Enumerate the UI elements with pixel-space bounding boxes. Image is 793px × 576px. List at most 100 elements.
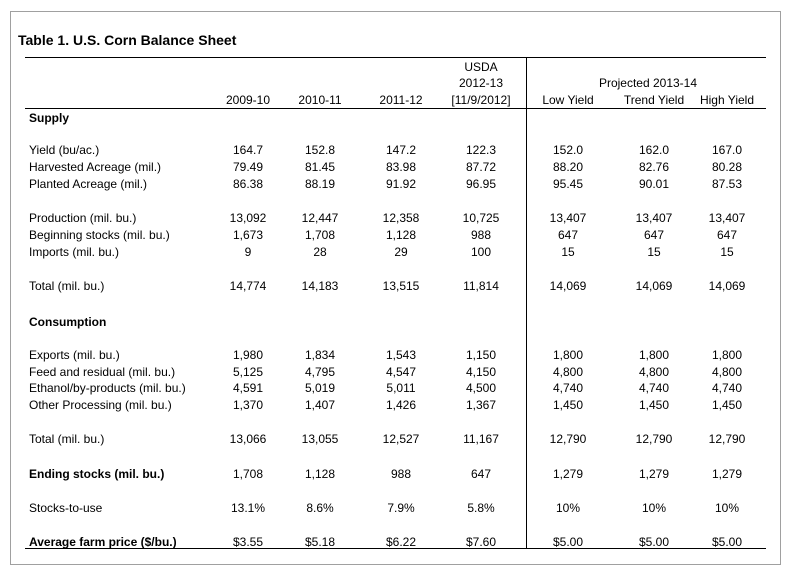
section-heading: Consumption [29, 315, 107, 329]
table-cell: 14,069 [708, 279, 746, 293]
table-cell: 4,800 [711, 365, 743, 379]
table-cell: 5,125 [232, 365, 264, 379]
table-cell: 13,092 [229, 211, 267, 225]
row-label: Exports (mil. bu.) [29, 348, 120, 362]
table-cell: 122.3 [465, 143, 497, 157]
table-cell: 15 [720, 245, 734, 259]
table-cell: 12,790 [708, 432, 746, 446]
projection-separator [526, 57, 527, 548]
table-cell: 647 [716, 228, 738, 242]
table-cell: 1,800 [638, 348, 670, 362]
column-header: 2011-12 [379, 93, 423, 107]
table-cell: 1,708 [304, 228, 336, 242]
row-label: Feed and residual (mil. bu.) [29, 365, 176, 379]
table-cell: 4,800 [638, 365, 670, 379]
top-rule [25, 57, 766, 58]
header-rule [25, 108, 766, 109]
table-cell: 1,708 [232, 467, 264, 481]
table-cell: 12,358 [382, 211, 420, 225]
table-cell: 4,740 [552, 381, 584, 395]
table-cell: $6.22 [385, 535, 417, 549]
table-cell: 95.45 [552, 177, 584, 191]
table-cell: $5.00 [552, 535, 584, 549]
table-cell: 988 [470, 228, 492, 242]
table-cell: 1,279 [711, 467, 743, 481]
table-cell: 11,814 [463, 279, 499, 293]
column-header: Trend Yield [623, 93, 685, 107]
column-header: 2009-10 [225, 93, 271, 107]
table-cell: 9 [244, 245, 252, 259]
table-cell: 1,426 [385, 398, 417, 412]
table-cell: 13,066 [229, 432, 267, 446]
table-cell: 81.45 [304, 160, 336, 174]
table-cell: $5.18 [304, 535, 336, 549]
row-label: Planted Acreage (mil.) [29, 177, 148, 191]
table-cell: 1,128 [304, 467, 336, 481]
table-cell: $5.00 [638, 535, 670, 549]
table-cell: 29 [394, 245, 408, 259]
table-cell: 80.28 [711, 160, 743, 174]
column-header: 2010-11 [298, 93, 342, 107]
table-cell: 5.8% [467, 501, 495, 515]
table-cell: 11,167 [463, 432, 499, 446]
table-cell: $5.00 [711, 535, 743, 549]
table-cell: 14,774 [229, 279, 267, 293]
table-cell: 4,500 [465, 381, 497, 395]
table-cell: 1,834 [304, 348, 336, 362]
table-cell: 164.7 [232, 143, 264, 157]
row-label: Production (mil. bu.) [29, 211, 137, 225]
row-label: Ethanol/by-products (mil. bu.) [29, 381, 186, 395]
table-cell: 152.8 [304, 143, 336, 157]
table-cell: 10,725 [462, 211, 500, 225]
table-cell: 4,740 [638, 381, 670, 395]
table-cell: 647 [557, 228, 579, 242]
table-cell: 13,055 [301, 432, 339, 446]
table-cell: 13,515 [382, 279, 420, 293]
row-label: Imports (mil. bu.) [29, 245, 120, 259]
table-cell: 15 [561, 245, 575, 259]
projected-header: Projected 2013-14 [598, 76, 698, 90]
table-cell: 1,279 [638, 467, 670, 481]
table-cell: 988 [390, 467, 412, 481]
table-cell: 96.95 [465, 177, 497, 191]
table-cell: 647 [470, 467, 492, 481]
table-cell: 5,019 [304, 381, 336, 395]
table-cell: 90.01 [638, 177, 670, 191]
table-cell: 87.72 [465, 160, 497, 174]
table-cell: 4,591 [232, 381, 264, 395]
table-cell: 100 [470, 245, 492, 259]
table-cell: 1,450 [638, 398, 670, 412]
table-cell: 13,407 [549, 211, 587, 225]
row-label: Other Processing (mil. bu.) [29, 398, 172, 412]
table-cell: 12,447 [301, 211, 339, 225]
table-cell: 1,800 [552, 348, 584, 362]
table-cell: 8.6% [306, 501, 334, 515]
table-cell: $3.55 [232, 535, 264, 549]
table-cell: 12,527 [382, 432, 420, 446]
table-cell: 14,069 [635, 279, 673, 293]
table-cell: 1,800 [711, 348, 743, 362]
usda-header-line3: [11/9/2012] [451, 93, 511, 107]
table-cell: 14,069 [549, 279, 587, 293]
table-cell: 1,450 [711, 398, 743, 412]
table-cell: 10% [641, 501, 667, 515]
table-cell: 1,673 [232, 228, 264, 242]
table-cell: 83.98 [385, 160, 417, 174]
column-header: High Yield [699, 93, 755, 107]
row-label: Yield (bu/ac.) [29, 143, 100, 157]
table-cell: 7.9% [387, 501, 415, 515]
usda-header-line1: USDA [464, 60, 498, 74]
table-cell: 1,450 [552, 398, 584, 412]
row-label: Total (mil. bu.) [29, 279, 105, 293]
table-cell: 1,150 [465, 348, 497, 362]
table-cell: 152.0 [552, 143, 584, 157]
row-label: Average farm price ($/bu.) [29, 535, 177, 549]
bottom-rule [25, 548, 766, 549]
table-cell: 1,407 [304, 398, 336, 412]
table-title: Table 1. U.S. Corn Balance Sheet [18, 32, 237, 48]
table-cell: 1,367 [465, 398, 497, 412]
table-cell: 5,011 [386, 381, 416, 395]
table-cell: 4,740 [711, 381, 743, 395]
table-cell: 14,183 [301, 279, 339, 293]
table-cell: 13,407 [635, 211, 673, 225]
